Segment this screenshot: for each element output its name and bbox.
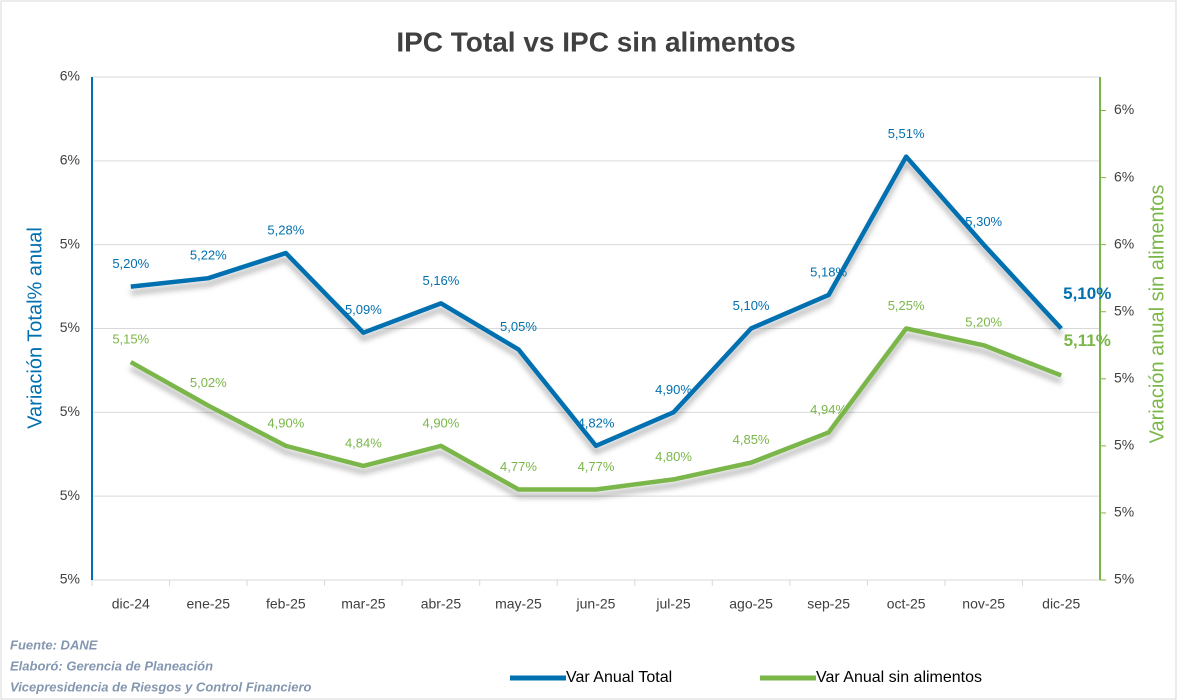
data-label: 4,84%: [345, 435, 382, 450]
x-tick-label: oct-25: [887, 596, 926, 612]
series-line: [129, 326, 1063, 492]
y-tick-label: 5%: [60, 403, 80, 419]
data-label: 4,82%: [578, 415, 615, 430]
data-label: 4,85%: [733, 432, 770, 447]
x-tick-label: nov-25: [962, 596, 1005, 612]
footnote: Fuente: DANE: [10, 637, 98, 652]
y2-tick-label: 5%: [1114, 437, 1134, 453]
footnote: Vicepresidencia de Riesgos y Control Fin…: [10, 679, 312, 694]
data-label: 5,20%: [112, 256, 149, 271]
data-label: 5,30%: [965, 214, 1002, 229]
data-label: 5,20%: [965, 315, 1002, 330]
y-tick-label: 5%: [60, 319, 80, 335]
series-line: [130, 154, 1063, 449]
legend-label: Var Anual Total: [566, 669, 672, 686]
y-tick-label: 5%: [60, 571, 80, 587]
data-label: 4,90%: [422, 415, 459, 430]
x-tick-label: feb-25: [266, 596, 306, 612]
data-label: 5,10%: [733, 298, 770, 313]
data-label: 4,77%: [500, 459, 537, 474]
x-tick-label: jul-25: [655, 596, 690, 612]
x-tick-label: jun-25: [576, 596, 616, 612]
x-tick-label: may-25: [495, 596, 542, 612]
chart-title: IPC Total vs IPC sin alimentos: [396, 26, 795, 57]
data-label: 5,05%: [500, 319, 537, 334]
data-label: 5,22%: [190, 248, 227, 263]
x-tick-label: ago-25: [729, 596, 773, 612]
x-tick-label: dic-24: [112, 596, 150, 612]
data-label: 5,11%: [1064, 331, 1111, 350]
y2-tick-label: 5%: [1114, 302, 1134, 318]
data-label: 4,94%: [810, 402, 847, 417]
legend-label: Var Anual sin alimentos: [816, 669, 982, 686]
data-label: 5,28%: [267, 222, 304, 237]
y-tick-label: 5%: [60, 487, 80, 503]
data-label: 4,80%: [655, 449, 692, 464]
data-label: 5,18%: [810, 264, 847, 279]
data-label: 5,02%: [190, 375, 227, 390]
x-tick-label: mar-25: [341, 596, 386, 612]
y-axis-title: Variación Total% anual: [24, 227, 46, 429]
y2-tick-label: 5%: [1114, 571, 1134, 587]
y-tick-label: 5%: [60, 235, 80, 251]
y2-tick-label: 6%: [1114, 235, 1134, 251]
y2-tick-label: 5%: [1114, 370, 1134, 386]
data-label: 4,77%: [578, 459, 615, 474]
x-tick-label: ene-25: [187, 596, 231, 612]
data-label: 4,90%: [267, 415, 304, 430]
x-tick-label: sep-25: [807, 596, 850, 612]
x-tick-label: abr-25: [421, 596, 462, 612]
x-tick-label: dic-25: [1042, 596, 1080, 612]
footnote: Elaboró: Gerencia de Planeación: [10, 658, 213, 673]
y2-tick-label: 6%: [1114, 168, 1134, 184]
data-label: 5,25%: [888, 298, 925, 313]
data-label: 5,10%: [1063, 284, 1111, 303]
y-tick-label: 6%: [60, 68, 80, 84]
data-label: 5,09%: [345, 302, 382, 317]
y2-axis-title: Variación anual sin alimentos: [1146, 185, 1168, 444]
y-tick-label: 6%: [60, 152, 80, 168]
data-label: 5,51%: [888, 126, 925, 141]
y2-tick-label: 6%: [1114, 101, 1134, 117]
data-label: 5,16%: [422, 273, 459, 288]
data-label: 4,90%: [655, 382, 692, 397]
y2-tick-label: 5%: [1114, 504, 1134, 520]
data-label: 5,15%: [112, 331, 149, 346]
